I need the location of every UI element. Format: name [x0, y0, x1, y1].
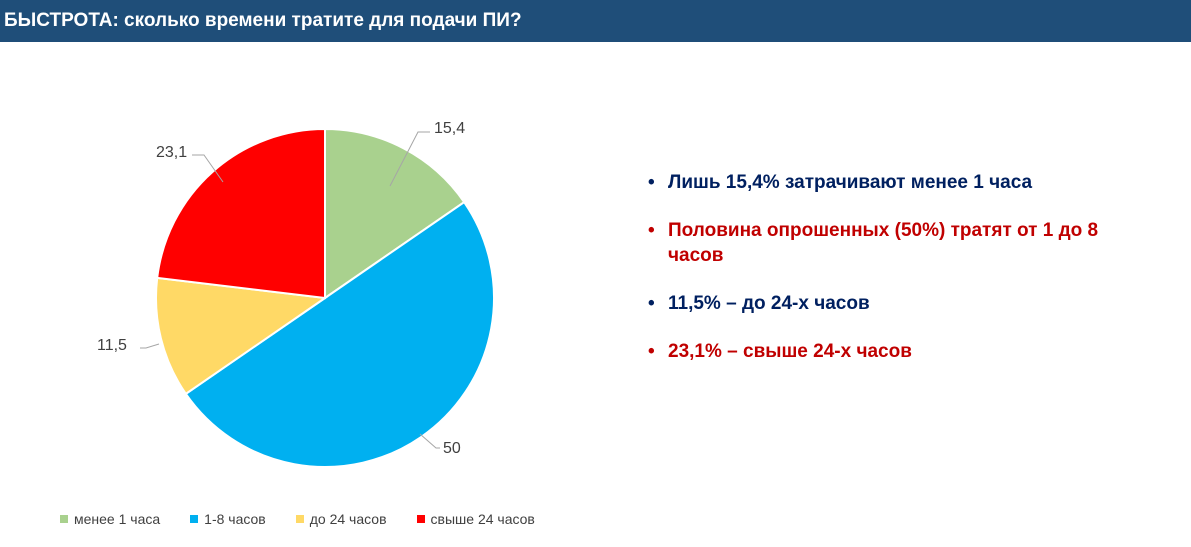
legend-item-3: свыше 24 часов: [416, 511, 535, 527]
pie-chart-svg: 15,4 50 11,5 23,1: [97, 120, 495, 468]
bullet-text: 23,1% – свыше 24-х часов: [668, 341, 912, 362]
bullet-text: 11,5% – до 24-х часов: [668, 293, 870, 314]
chart-legend: менее 1 часа 1-8 часов до 24 часов свыше…: [60, 510, 565, 528]
pie-leader-line: [140, 343, 160, 349]
bullet-dot: •: [648, 293, 655, 314]
pie-slices: [154, 127, 495, 468]
summary-bullet: • 11,5% – до 24-х часов: [648, 291, 1148, 316]
legend-item-2: до 24 часов: [295, 511, 387, 527]
legend-label: до 24 часов: [309, 511, 387, 527]
legend-swatch: [416, 515, 425, 523]
legend-item-0: менее 1 часа: [60, 511, 160, 527]
bullet-text: Половина опрошенных (50%) тратят от 1 до…: [668, 220, 1099, 266]
pie-slice: [184, 200, 495, 468]
pie-data-label: 11,5: [97, 337, 127, 354]
pie-slice: [324, 127, 466, 300]
summary-bullets: • Лишь 15,4% затрачивают менее 1 часа • …: [648, 170, 1148, 387]
summary-bullet: • Половина опрошенных (50%) тратят от 1 …: [648, 218, 1148, 268]
pie-leader-line: [192, 154, 224, 183]
legend-label: менее 1 часа: [74, 511, 161, 527]
pie-data-label: 15,4: [434, 120, 465, 137]
legend-swatch: [190, 515, 199, 523]
header-bar: БЫСТРОТА: сколько времени тратите для по…: [0, 0, 1191, 42]
pie-leader-line: [389, 131, 430, 187]
pie-leader-line: [419, 433, 440, 449]
legend-item-1: 1-8 часов: [190, 511, 266, 527]
pie-data-labels: 15,4 50 11,5 23,1: [97, 120, 465, 457]
page-title: БЫСТРОТА: сколько времени тратите для по…: [4, 10, 522, 31]
legend-swatch: [295, 515, 304, 523]
legend-swatch: [60, 515, 68, 523]
summary-bullet: • 23,1% – свыше 24-х часов: [648, 339, 1148, 364]
legend-label: свыше 24 часов: [430, 511, 535, 527]
legend-label: 1-8 часов: [204, 511, 266, 527]
pie-slice: [154, 276, 328, 396]
bullet-text: Лишь 15,4% затрачивают менее 1 часа: [668, 172, 1033, 193]
bullet-dot: •: [648, 220, 655, 241]
summary-bullet: • Лишь 15,4% затрачивают менее 1 часа: [648, 170, 1148, 195]
pie-chart: 15,4 50 11,5 23,1: [0, 42, 640, 547]
pie-data-label: 23,1: [156, 144, 187, 161]
pie-data-label: 50: [443, 440, 461, 457]
bullet-dot: •: [648, 172, 655, 193]
pie-slice: [156, 127, 326, 300]
pie-leader-lines: [140, 131, 440, 449]
bullet-dot: •: [648, 341, 655, 362]
